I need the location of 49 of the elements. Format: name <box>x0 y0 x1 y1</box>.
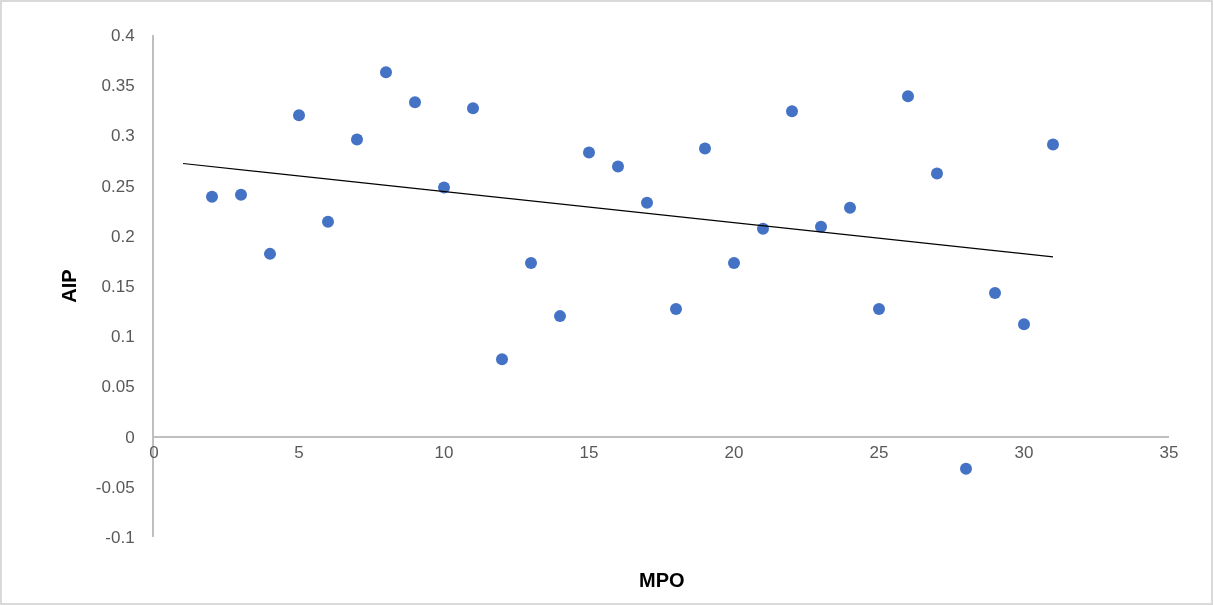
point <box>1018 318 1030 331</box>
point <box>902 90 914 103</box>
point <box>380 66 392 79</box>
point <box>322 215 334 228</box>
point <box>467 102 479 115</box>
y-tick-label: 0.25 <box>101 176 135 196</box>
point <box>1047 138 1059 151</box>
x-tick-label: 0 <box>149 443 159 462</box>
point <box>206 190 218 203</box>
y-tick-label: -0.1 <box>105 527 135 547</box>
y-tick-label: 0.2 <box>110 226 135 246</box>
point <box>815 220 827 233</box>
x-tick-label: 25 <box>869 443 889 462</box>
x-tick-label: 20 <box>724 443 744 462</box>
point <box>670 303 682 316</box>
point <box>989 287 1001 300</box>
point <box>235 188 247 201</box>
point <box>873 303 885 316</box>
point <box>960 462 972 475</box>
y-tick-label: 0 <box>125 427 135 447</box>
point <box>525 256 537 269</box>
x-tick-label: 5 <box>294 443 304 462</box>
y-tick-label: -0.05 <box>95 477 135 497</box>
point <box>931 167 943 180</box>
point <box>786 105 798 118</box>
point <box>612 160 624 173</box>
point <box>409 96 421 109</box>
y-tick-label: 0.05 <box>101 377 135 397</box>
y-tick-label: 0.35 <box>101 76 135 96</box>
y-axis-title: AIP <box>57 269 80 303</box>
x-tick-label: 10 <box>434 443 454 462</box>
y-tick-label: 0.15 <box>101 276 135 296</box>
point <box>844 201 856 214</box>
x-axis-title: MPO <box>639 569 685 591</box>
point <box>351 133 363 146</box>
point <box>728 256 740 269</box>
y-tick-label: 0.4 <box>110 25 135 45</box>
y-tick-label: 0.3 <box>110 126 135 146</box>
point <box>699 142 711 155</box>
point <box>554 310 566 323</box>
point <box>264 247 276 260</box>
point <box>496 353 508 366</box>
point <box>293 109 305 122</box>
x-tick-label: 35 <box>1159 443 1179 462</box>
x-tick-label: 30 <box>1014 443 1034 462</box>
point <box>641 196 653 209</box>
y-tick-label: 0.1 <box>110 327 135 347</box>
x-tick-label: 15 <box>579 443 599 462</box>
point <box>583 146 595 159</box>
